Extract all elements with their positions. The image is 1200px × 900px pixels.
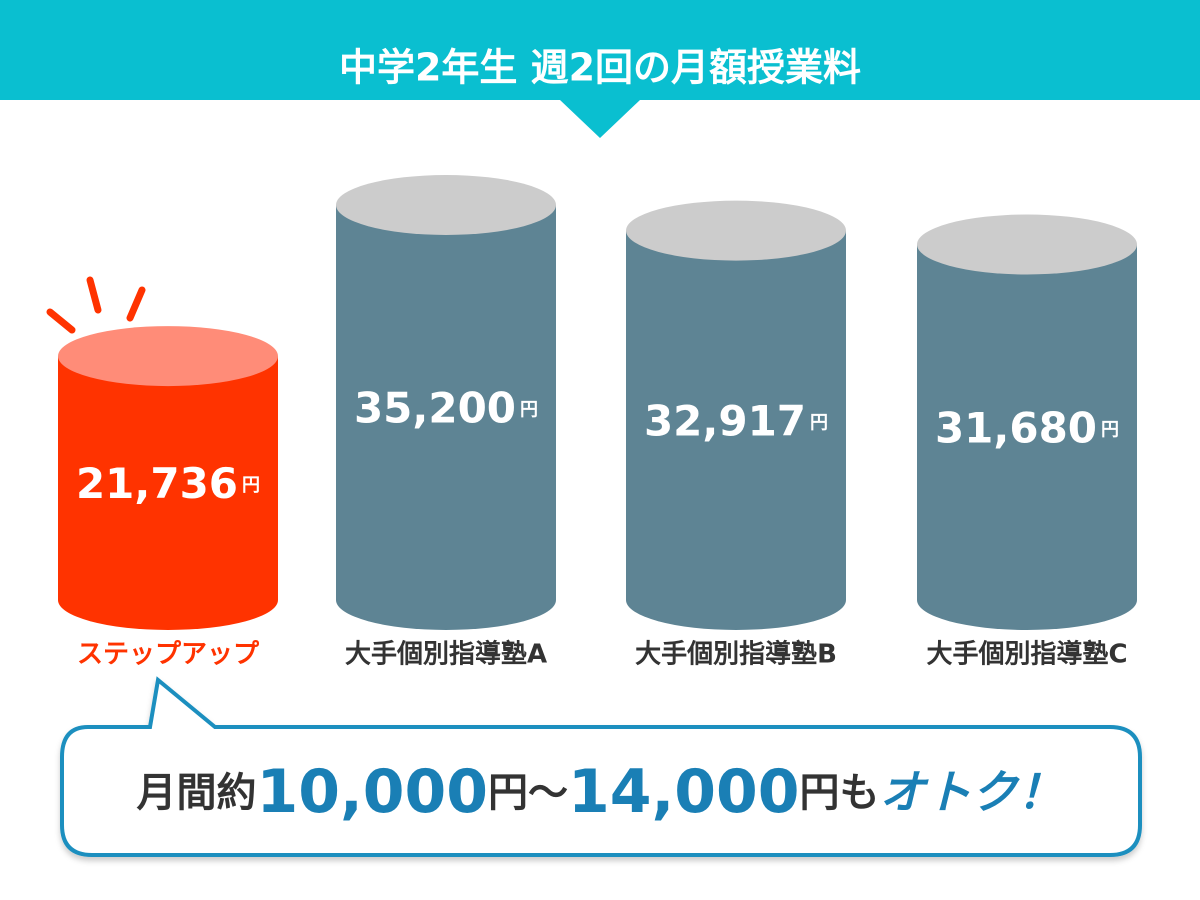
- value-label: 21,736 円: [76, 459, 260, 508]
- value-number: 32,917: [644, 396, 806, 445]
- callout-high: 14,000: [568, 757, 800, 827]
- value-label: 35,200 円: [354, 383, 538, 432]
- callout: 月間約10,000円～14,000円もオトク！: [60, 676, 1142, 857]
- callout-unit: 円: [800, 770, 840, 816]
- value-label: 31,680 円: [935, 403, 1119, 452]
- bar: [917, 244, 1137, 630]
- cylinder: 35,200 円: [336, 175, 556, 630]
- cylinder-top: [626, 200, 846, 261]
- value-number: 31,680: [935, 403, 1097, 452]
- callout-low: 10,000: [256, 757, 488, 827]
- value-unit: 円: [242, 475, 260, 496]
- cylinder: 32,917 円: [626, 200, 846, 630]
- cylinder: 21,736 円: [58, 326, 278, 630]
- category-label: ステップアップ: [77, 640, 260, 670]
- title-banner: [0, 0, 1200, 138]
- emphasis-rays: [46, 276, 146, 334]
- cylinder-top: [58, 326, 278, 387]
- callout-unit: 円: [488, 770, 528, 816]
- chart-title: 中学2年生 週2回の月額授業料: [339, 46, 861, 90]
- callout-prefix: 月間約: [136, 770, 256, 816]
- cylinder-top: [336, 175, 556, 235]
- callout-separator: ～: [528, 770, 568, 816]
- bar: [626, 230, 846, 630]
- category-label: 大手個別指導塾B: [635, 639, 837, 670]
- callout-particle: も: [840, 770, 880, 816]
- callout-text: 月間約10,000円～14,000円もオトク！: [136, 757, 1063, 827]
- cylinder-top: [917, 214, 1137, 275]
- category-label: 大手個別指導塾C: [926, 639, 1127, 670]
- callout-box: [60, 676, 1142, 857]
- value-number: 35,200: [354, 383, 516, 432]
- value-unit: 円: [1101, 419, 1119, 440]
- value-unit: 円: [810, 412, 828, 433]
- value-label: 32,917 円: [644, 396, 828, 445]
- bar: [58, 356, 278, 630]
- callout-emphasis: オトク！: [880, 765, 1064, 819]
- value-unit: 円: [520, 400, 538, 421]
- value-number: 21,736: [76, 459, 238, 508]
- cylinder: 31,680 円: [917, 214, 1137, 630]
- bar: [336, 205, 556, 630]
- category-label: 大手個別指導塾A: [345, 639, 547, 670]
